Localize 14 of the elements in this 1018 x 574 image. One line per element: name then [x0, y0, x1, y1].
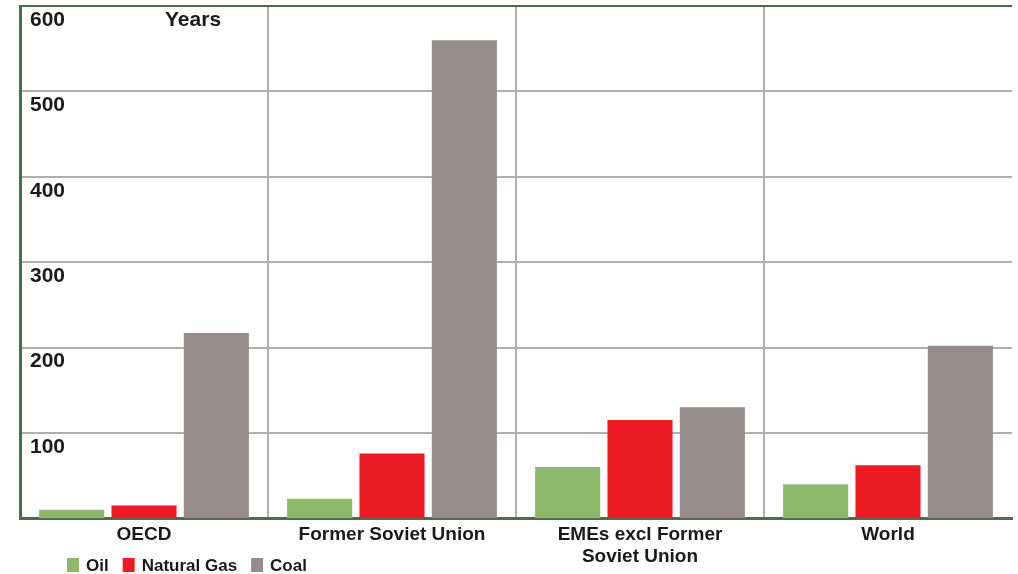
- y-tick-label: 400: [30, 177, 66, 201]
- x-tick-label: Former Soviet Union: [298, 523, 486, 545]
- legend-label: Coal: [270, 555, 307, 574]
- x-tick-label: OECD: [116, 523, 172, 545]
- legend-label: Natural Gas: [141, 555, 238, 574]
- x-tick-label: World: [861, 523, 915, 545]
- legend-label: Oil: [86, 555, 109, 574]
- y-tick-label: 300: [30, 262, 66, 286]
- y-tick-label: 500: [30, 92, 66, 116]
- y-axis-title: Years: [165, 6, 222, 30]
- y-tick-label: 200: [30, 348, 66, 372]
- y-tick-label: 600: [30, 6, 66, 30]
- x-tick-label: EMEs excl Former Soviet Union: [557, 523, 723, 567]
- y-tick-label: 100: [30, 433, 66, 457]
